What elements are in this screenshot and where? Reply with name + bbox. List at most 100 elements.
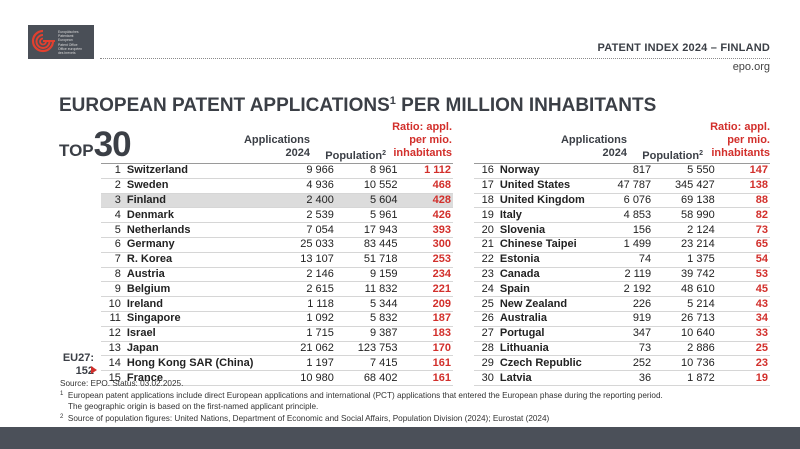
- table-row: 10 Ireland 1 118 5 344 209: [101, 296, 453, 312]
- applications-cell: 10 980: [264, 370, 336, 386]
- population-cell: 26 713: [653, 311, 717, 327]
- report-title: PATENT INDEX 2024 – FINLAND: [597, 42, 770, 54]
- population-cell: 23 214: [653, 237, 717, 253]
- table-row: 27 Portugal 347 10 640 33: [474, 326, 770, 342]
- applications-cell: 4 853: [589, 207, 654, 224]
- applications-cell: 1 499: [589, 237, 654, 253]
- applications-cell: 2 615: [264, 281, 336, 298]
- population-cell: 9 387: [335, 326, 400, 342]
- rank-cell: 27: [474, 326, 498, 342]
- rank-cell: 18: [474, 193, 498, 209]
- country-cell: Chinese Taipei: [497, 237, 590, 253]
- table-row: 6 Germany 25 033 83 445 300: [101, 237, 453, 253]
- applications-cell: 2 192: [589, 281, 654, 298]
- rank-cell: 25: [474, 296, 498, 312]
- table-row: 3 Finland 2 400 5 604 428: [101, 193, 453, 209]
- ratio-cell: 187: [399, 311, 453, 327]
- population-cell: 5 961: [335, 207, 400, 224]
- footnote-1: 1 European patent applications include d…: [60, 391, 663, 400]
- table-row: 22 Estonia 74 1 375 54: [474, 252, 770, 268]
- ratio-cell: 34: [716, 311, 770, 327]
- population-cell: 11 832: [335, 281, 400, 298]
- footnote-1-cont: The geographic origin is based on the fi…: [68, 402, 319, 411]
- ratio-cell: 161: [399, 355, 453, 372]
- rank-cell: 16: [474, 163, 498, 179]
- footer-bar: [0, 427, 800, 449]
- logo-text: Europäisches Patentamt European Patent Off…: [58, 30, 83, 56]
- ratio-cell: 73: [716, 222, 770, 238]
- population-cell: 1 872: [653, 370, 717, 386]
- ratio-cell: 23: [716, 355, 770, 372]
- table-row: 19 Italy 4 853 58 990 82: [474, 207, 770, 224]
- ratio-cell: 468: [399, 178, 453, 194]
- country-cell: Belgium: [124, 281, 265, 298]
- rank-cell: 17: [474, 178, 498, 194]
- country-cell: Czech Republic: [497, 355, 590, 372]
- ratio-cell: 161: [399, 370, 453, 386]
- population-cell: 10 552: [335, 178, 400, 194]
- country-cell: Sweden: [124, 178, 265, 194]
- table-row: 17 United States 47 787 345 427 138: [474, 178, 770, 194]
- country-cell: Hong Kong SAR (China): [124, 355, 265, 372]
- rank-cell: 19: [474, 207, 498, 224]
- country-cell: Norway: [497, 163, 590, 179]
- ratio-cell: 221: [399, 281, 453, 298]
- applications-cell: 1 118: [264, 296, 336, 312]
- rank-cell: 22: [474, 252, 498, 268]
- country-cell: Netherlands: [124, 222, 265, 238]
- country-cell: Estonia: [497, 252, 590, 268]
- applications-cell: 13 107: [264, 252, 336, 268]
- footnote-2: 2 Source of population figures: United N…: [60, 414, 550, 423]
- rank-cell: 2: [101, 178, 125, 194]
- country-cell: Israel: [124, 326, 265, 342]
- population-cell: 345 427: [653, 178, 717, 194]
- country-cell: Slovenia: [497, 222, 590, 238]
- population-cell: 69 138: [653, 193, 717, 209]
- source-note: Source: EPO. Status: 03.02.2025.: [60, 379, 184, 388]
- ratio-cell: 33: [716, 326, 770, 342]
- rank-cell: 20: [474, 222, 498, 238]
- rank-cell: 8: [101, 267, 125, 283]
- rank-cell: 14: [101, 355, 125, 372]
- ratio-cell: 209: [399, 296, 453, 312]
- footnotes: Source: EPO. Status: 03.02.2025. 1 Europ…: [60, 378, 780, 424]
- ratio-cell: 234: [399, 267, 453, 283]
- country-cell: Spain: [497, 281, 590, 298]
- ratio-cell: 170: [399, 341, 453, 357]
- table-row: 21 Chinese Taipei 1 499 23 214 65: [474, 237, 770, 253]
- rank-cell: 29: [474, 355, 498, 372]
- table-row: 9 Belgium 2 615 11 832 221: [101, 281, 453, 298]
- rank-cell: 30: [474, 370, 498, 386]
- col-header-ratio-left: Ratio: appl. per mio. inhabitants: [392, 121, 452, 159]
- country-cell: United States: [497, 178, 590, 194]
- population-cell: 10 640: [653, 326, 717, 342]
- table-row: 2 Sweden 4 936 10 552 468: [101, 178, 453, 194]
- ratio-cell: 25: [716, 341, 770, 357]
- col-header-ratio-right: Ratio: appl. per mio. inhabitants: [710, 121, 770, 159]
- country-cell: Finland: [124, 193, 265, 209]
- population-cell: 39 742: [653, 267, 717, 283]
- table-row: 26 Australia 919 26 713 34: [474, 311, 770, 327]
- rank-cell: 10: [101, 296, 125, 312]
- country-cell: Singapore: [124, 311, 265, 327]
- table-row: 29 Czech Republic 252 10 736 23: [474, 355, 770, 372]
- page-title: EUROPEAN PATENT APPLICATIONS1 PER MILLIO…: [59, 95, 657, 116]
- epo-logo: Europäisches Patentamt European Patent Off…: [28, 25, 94, 59]
- applications-cell: 36: [589, 370, 654, 386]
- applications-cell: 25 033: [264, 237, 336, 253]
- applications-cell: 1 197: [264, 355, 336, 372]
- rank-cell: 9: [101, 281, 125, 298]
- population-cell: 5 550: [653, 163, 717, 179]
- site-link[interactable]: epo.org: [732, 61, 770, 73]
- population-cell: 2 886: [653, 341, 717, 357]
- population-cell: 83 445: [335, 237, 400, 253]
- epo-logo-icon: [31, 29, 55, 53]
- top30-label: TOP30: [59, 125, 132, 164]
- applications-cell: 347: [589, 326, 654, 342]
- country-cell: Australia: [497, 311, 590, 327]
- country-cell: Japan: [124, 341, 265, 357]
- country-cell: Denmark: [124, 207, 265, 224]
- applications-cell: 1 715: [264, 326, 336, 342]
- table-row: 4 Denmark 2 539 5 961 426: [101, 207, 453, 224]
- population-cell: 58 990: [653, 207, 717, 224]
